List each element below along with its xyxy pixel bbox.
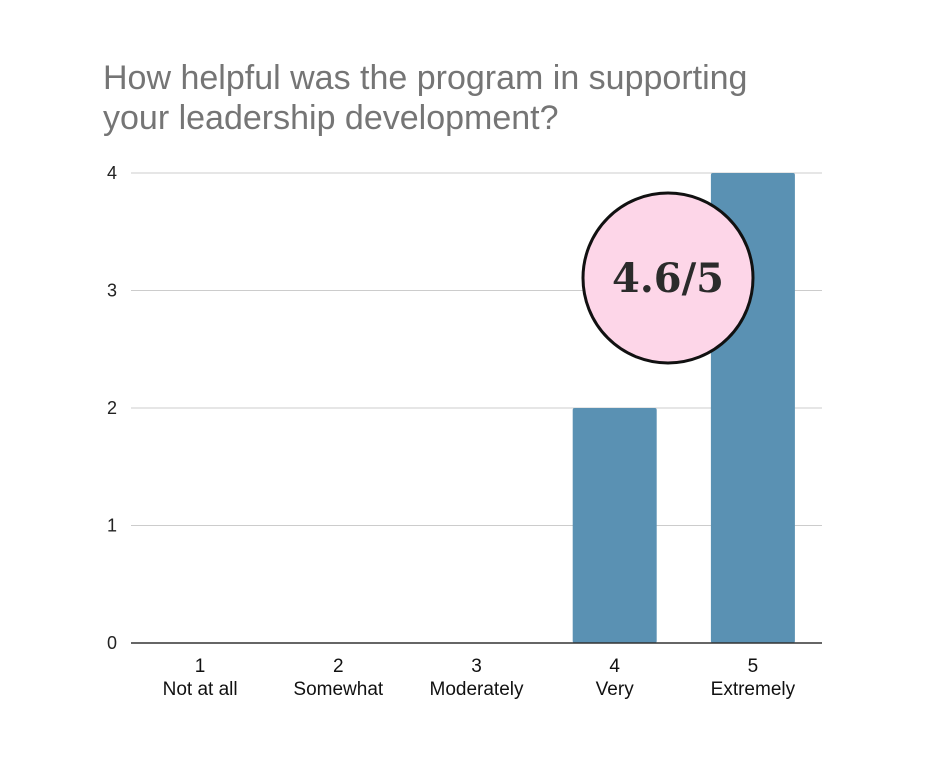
average-score-label: 4.6/5	[612, 255, 724, 302]
x-tick-code: 5	[748, 656, 759, 677]
x-tick-label: Somewhat	[293, 679, 383, 700]
x-tick-label: Not at all	[163, 679, 238, 700]
x-tick-code: 2	[333, 656, 344, 677]
chart-title-line-1: How helpful was the program in supportin…	[103, 59, 748, 97]
x-tick-code: 3	[471, 656, 482, 677]
y-tick-label: 1	[107, 516, 117, 536]
y-tick-label: 0	[107, 633, 117, 653]
y-tick-label: 2	[107, 398, 117, 418]
x-tick-label: Moderately	[430, 679, 524, 700]
average-score-badge: 4.6/5	[581, 191, 755, 365]
chart-title: How helpful was the program in supportin…	[103, 58, 883, 138]
bar-4	[572, 408, 657, 643]
chart-title-line-2: your leadership development?	[103, 99, 559, 137]
x-tick-code: 4	[609, 656, 620, 677]
average-score-badge-circle	[581, 191, 755, 365]
y-axis-ticks: 0 1 2 3 4	[107, 163, 117, 653]
x-tick-code: 1	[195, 656, 206, 677]
x-tick-label: Extremely	[711, 679, 796, 700]
y-tick-label: 3	[107, 281, 117, 301]
y-tick-label: 4	[107, 163, 117, 183]
x-tick-label: Very	[596, 679, 635, 700]
